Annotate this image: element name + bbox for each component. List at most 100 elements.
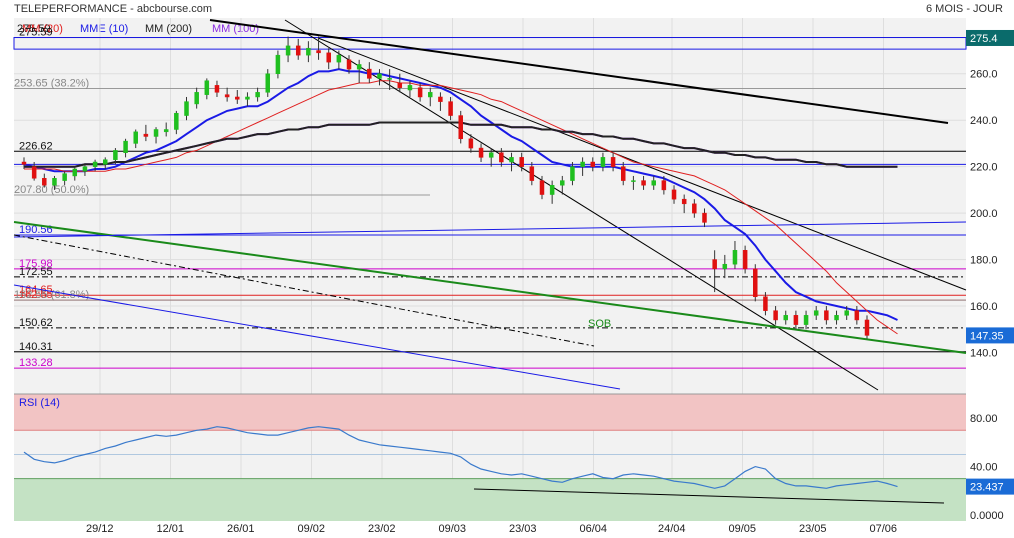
- x-tick: 06/04: [580, 523, 608, 535]
- candle-body: [803, 315, 809, 325]
- x-tick: 24/04: [658, 523, 686, 535]
- legend-mm200: MM (200): [145, 23, 192, 35]
- moving-average-line: [23, 68, 898, 321]
- trend-line: [13, 221, 967, 354]
- plot-background: [14, 18, 966, 521]
- trend-line: [13, 234, 595, 347]
- trend-line: [13, 221, 967, 238]
- candle-body: [336, 54, 342, 63]
- candle-body: [478, 147, 484, 158]
- level-label: 226.62: [19, 140, 53, 152]
- candle-body: [397, 82, 403, 88]
- candle-body: [265, 73, 271, 93]
- candle-body: [387, 78, 392, 80]
- candle-body: [275, 54, 281, 74]
- candle-body: [377, 73, 382, 79]
- price-y-tick: 160.0: [970, 301, 998, 313]
- price-y-tick: 260.0: [970, 69, 998, 81]
- level-label: 140.31: [19, 341, 53, 353]
- trend-line: [284, 19, 879, 391]
- candle-body: [763, 296, 768, 311]
- level-label: 275.59: [19, 27, 53, 39]
- top-level-tag-text: 275.4: [970, 33, 998, 45]
- candle-body: [844, 310, 849, 316]
- chart-title: TELEPERFORMANCE - abcbourse.com: [14, 3, 212, 15]
- x-tick: 23/02: [368, 523, 396, 535]
- candle-body: [306, 47, 311, 56]
- level-label: 150.62: [19, 317, 53, 329]
- candle-body: [539, 180, 545, 195]
- trend-line: [209, 19, 949, 124]
- fibonacci-label: 253.65 (38.2%): [14, 77, 89, 89]
- candle-body: [813, 310, 819, 316]
- candle-body: [163, 129, 169, 133]
- fibonacci-label: 162.55 (61.8%): [14, 289, 89, 301]
- rsi-y-tick: 40.00: [970, 462, 998, 474]
- candle-body: [834, 315, 839, 321]
- candle-body: [214, 85, 220, 93]
- candle-body: [194, 92, 199, 105]
- x-tick: 09/05: [729, 523, 757, 535]
- candle-body: [92, 161, 98, 167]
- candle-body: [732, 250, 738, 265]
- candle-body: [519, 157, 524, 167]
- candle-body: [367, 68, 372, 79]
- candle-body: [407, 85, 413, 91]
- candle-body: [712, 259, 717, 270]
- candle-body: [153, 129, 159, 137]
- candle-body: [590, 161, 596, 167]
- candle-body: [753, 268, 758, 297]
- candle-body: [773, 310, 778, 321]
- candle-body: [204, 80, 210, 95]
- candle-body: [448, 101, 453, 116]
- candle-body: [641, 180, 646, 186]
- candle-body: [428, 92, 433, 98]
- candle-body: [661, 180, 667, 191]
- level-label: 162.55: [19, 289, 53, 301]
- level-label: 172.55: [19, 266, 53, 278]
- rsi-last-tag: [966, 478, 1014, 495]
- fibonacci-label: 207.80 (50.0%): [14, 184, 89, 196]
- candle-body: [285, 45, 291, 56]
- candle-body: [620, 166, 626, 181]
- level-label: 175.98: [19, 258, 53, 270]
- period-label: 6 MOIS - JOUR: [926, 3, 1003, 15]
- candle-body: [499, 152, 504, 163]
- legend-mm20: MM (20): [22, 23, 63, 35]
- candle-body: [580, 161, 585, 167]
- candle-body: [742, 250, 748, 270]
- candle-body: [610, 157, 616, 167]
- candle-body: [295, 45, 301, 56]
- candle-body: [468, 138, 474, 149]
- x-tick: 09/02: [298, 523, 326, 535]
- candle-body: [62, 173, 67, 181]
- price-y-tick: 140.0: [970, 347, 998, 359]
- candle-body: [549, 184, 555, 195]
- candle-body: [21, 161, 27, 165]
- candle-body: [356, 64, 362, 70]
- support-resistance-levels: 275.59226.62190.56175.98172.55164.65162.…: [13, 27, 967, 369]
- candle-body: [72, 168, 78, 177]
- candle-body: [854, 310, 860, 321]
- level-label: 133.28: [19, 357, 53, 369]
- candle-body: [560, 180, 565, 186]
- candle-body: [824, 310, 829, 321]
- price-y-tick: 180.0: [970, 255, 998, 267]
- candle-body: [681, 198, 687, 205]
- candle-body: [692, 203, 697, 214]
- rsi-y-tick: 80.00: [970, 413, 998, 425]
- candle-body: [793, 315, 799, 325]
- rsi-last-tag-text: 23.437: [970, 482, 1004, 494]
- candle-body: [174, 112, 179, 130]
- candle-body: [509, 157, 514, 163]
- rsi-title: RSI (14): [19, 397, 60, 409]
- price-y-tick: 240.0: [970, 115, 998, 127]
- candle-body: [235, 96, 240, 100]
- x-tick: 23/03: [509, 523, 537, 535]
- candle-body: [82, 166, 88, 172]
- legend-last-price: 275.59: [17, 23, 51, 35]
- x-tick: 12/01: [157, 523, 185, 535]
- trend-line: [13, 284, 621, 390]
- candle-body: [458, 115, 463, 140]
